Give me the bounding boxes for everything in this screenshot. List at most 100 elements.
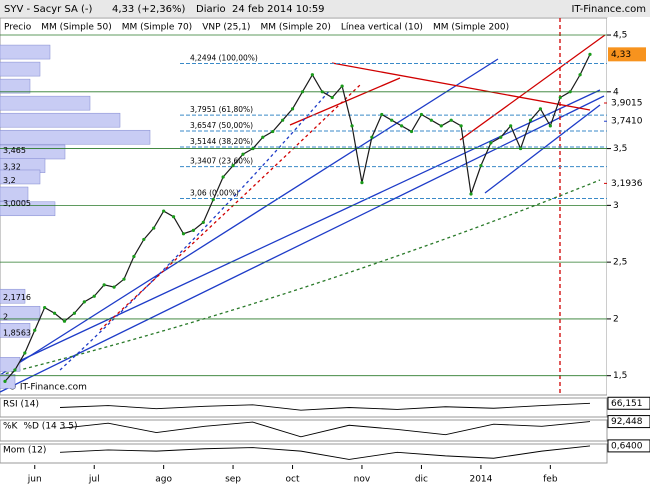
price-label: 4,33 <box>611 50 631 60</box>
price-point <box>221 175 225 179</box>
fib-label: 4,2494 (100,00%) <box>190 53 258 62</box>
indicator-last-box <box>607 415 650 429</box>
volume-profile-bar <box>0 44 51 60</box>
ma-200 <box>0 179 601 376</box>
indicator-panel <box>0 419 608 442</box>
price-point <box>281 118 285 122</box>
profile-label: 3,0005 <box>3 199 31 208</box>
price-point <box>509 124 513 128</box>
x-tick-label: ago <box>155 475 172 485</box>
x-tick-label: dic <box>415 475 428 485</box>
price-point <box>429 118 433 122</box>
ma-20 <box>99 84 361 331</box>
trendlines <box>0 18 606 395</box>
price-point <box>171 215 176 219</box>
volume-profile-bar <box>0 61 41 77</box>
legend-item: MM (Simple 70) <box>122 23 192 33</box>
price-point <box>558 95 562 100</box>
y-tick-label: 1,5 <box>613 371 627 381</box>
y-tick-label: 3 <box>613 201 619 211</box>
price-point <box>459 124 463 128</box>
legend-item: MM (Simple 50) <box>41 23 111 33</box>
timestamp: 24 feb 2014 10:59 <box>232 4 325 15</box>
price-point <box>548 124 552 128</box>
price-point <box>33 328 37 332</box>
price-point <box>568 90 572 94</box>
profile-label: 3,465 <box>3 146 26 155</box>
channel-line <box>0 95 605 393</box>
price-point <box>13 368 17 372</box>
price-point <box>231 164 235 168</box>
price-point <box>271 129 275 134</box>
fib-label: 3,6547 (50,00%) <box>190 121 253 130</box>
price-point <box>211 198 215 202</box>
price-line <box>4 54 591 382</box>
price-point <box>132 254 136 259</box>
profile-label: 2,1716 <box>3 293 31 302</box>
price-point <box>251 146 255 151</box>
price-point <box>439 124 443 128</box>
volume-profile-bar <box>0 129 151 145</box>
volume-profile-bar <box>0 374 16 389</box>
fib-label: 3,5144 (38,20%) <box>190 137 253 146</box>
ma-70 <box>59 89 331 371</box>
price-label-box <box>608 47 646 62</box>
price-point <box>380 112 384 117</box>
indicator-last: 0,6400 <box>611 441 643 451</box>
price-point <box>499 135 503 139</box>
indicator-line <box>59 402 591 411</box>
legend-item: MM (Simple 200) <box>433 23 509 33</box>
indicator-line <box>59 421 591 438</box>
legend-item: VNP (25,1) <box>202 23 250 33</box>
indicator-last-box <box>607 396 650 410</box>
price-point <box>23 351 27 355</box>
price-point <box>479 164 483 168</box>
y-tick-label: 2,5 <box>613 258 627 268</box>
profile-label: 1,8563 <box>3 329 31 338</box>
price-point <box>92 294 96 298</box>
y-tick-label: 3,5 <box>613 144 627 154</box>
x-tick-label: 2014 <box>469 475 492 485</box>
price-point <box>72 311 77 315</box>
header-bar <box>0 0 650 17</box>
price-point <box>191 228 195 232</box>
price-point <box>300 90 305 94</box>
symbol: SYV - Sacyr SA (-) <box>4 4 93 15</box>
price-point <box>449 118 453 122</box>
volume-profile-bar <box>0 357 21 372</box>
price-point <box>43 305 47 310</box>
price-point <box>62 319 67 323</box>
indicator-last-box <box>607 439 650 453</box>
indicator-last: 92,448 <box>611 417 643 427</box>
volume-profile-bar <box>0 305 41 321</box>
brand: IT-Finance.com <box>571 4 646 15</box>
resistance-line <box>331 62 591 111</box>
price-point <box>489 141 493 145</box>
volume-profile-bar <box>0 169 41 185</box>
resistance-line <box>459 34 606 141</box>
profile-label: 3,2 <box>3 176 16 185</box>
watermark: © IT-Finance.com <box>8 383 87 393</box>
period: Diario <box>196 4 226 15</box>
indicator-last: 66,151 <box>611 399 643 409</box>
price-point <box>102 283 106 287</box>
price-point <box>340 84 344 88</box>
price-point <box>400 124 404 128</box>
price-point <box>350 124 354 128</box>
y-tick-label: 4 <box>613 87 619 97</box>
price-point <box>310 73 314 77</box>
y-tick-label: 4,5 <box>613 31 627 41</box>
price-point <box>390 118 394 122</box>
fib-label: 3,7951 (61,80%) <box>190 105 253 114</box>
x-tick-label: jul <box>88 475 100 485</box>
channel-line <box>484 104 601 194</box>
fib-label: 3,06 (0,00%) <box>190 189 239 198</box>
price-point <box>578 73 582 77</box>
resistance-line <box>289 77 401 126</box>
price-point <box>320 90 324 94</box>
price-point <box>112 285 116 289</box>
indicator-line <box>59 445 591 460</box>
y-tick-label: 2 <box>613 314 619 324</box>
channel-line <box>0 58 499 376</box>
